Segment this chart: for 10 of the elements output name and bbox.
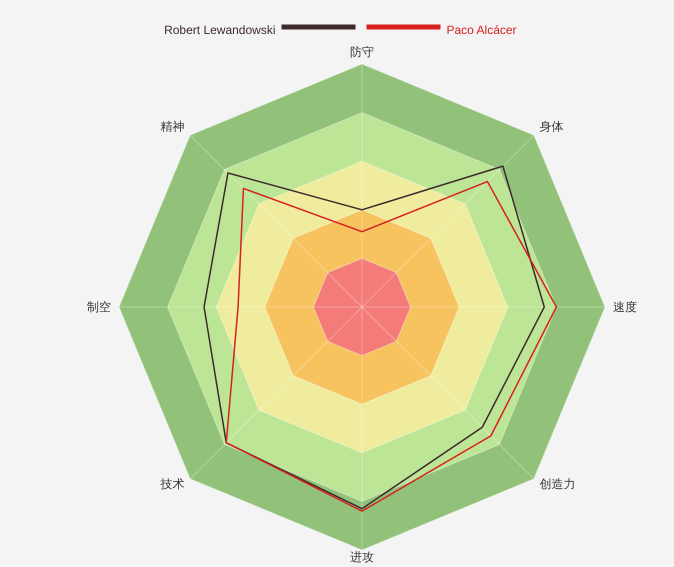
spoke-label: 创造力 (539, 476, 576, 491)
spoke-label: 制空 (87, 300, 111, 314)
text: Robert Lewandowski (164, 23, 276, 37)
spoke-label: 精神 (160, 120, 185, 134)
text: Paco Alcácer (446, 23, 517, 37)
spoke-label: 身体 (539, 120, 564, 134)
spoke-label: 防守 (350, 45, 374, 59)
spoke-label: 进攻 (350, 550, 374, 564)
spoke-label: 技术 (160, 476, 185, 491)
spoke-label: 速度 (613, 300, 637, 314)
